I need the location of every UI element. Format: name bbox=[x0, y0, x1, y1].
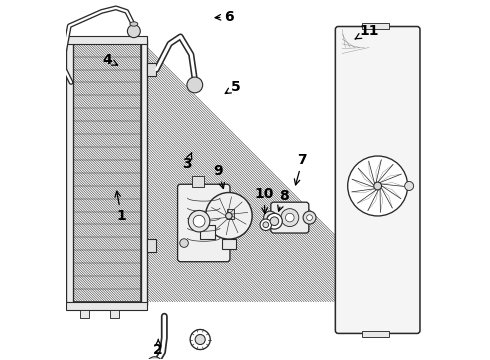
Text: 9: 9 bbox=[213, 164, 224, 189]
Bar bbox=[362, 330, 390, 337]
FancyBboxPatch shape bbox=[177, 184, 230, 262]
Circle shape bbox=[307, 215, 313, 220]
Circle shape bbox=[286, 213, 294, 222]
Text: 8: 8 bbox=[278, 189, 289, 211]
Circle shape bbox=[225, 212, 232, 219]
Circle shape bbox=[206, 193, 252, 239]
Text: 2: 2 bbox=[153, 339, 163, 357]
Text: 1: 1 bbox=[115, 191, 126, 223]
Bar bbox=[67, 302, 147, 310]
Circle shape bbox=[180, 239, 188, 247]
Circle shape bbox=[374, 182, 382, 190]
FancyBboxPatch shape bbox=[271, 202, 309, 233]
Circle shape bbox=[405, 181, 414, 190]
Bar bbox=[227, 209, 234, 219]
Circle shape bbox=[270, 217, 279, 225]
Bar bbox=[80, 310, 89, 318]
Text: 10: 10 bbox=[254, 187, 274, 213]
Circle shape bbox=[260, 219, 271, 230]
Circle shape bbox=[267, 215, 273, 220]
Circle shape bbox=[281, 209, 299, 226]
Text: 4: 4 bbox=[102, 53, 118, 67]
Bar bbox=[221, 239, 236, 249]
Text: 5: 5 bbox=[225, 80, 241, 94]
Circle shape bbox=[193, 215, 205, 227]
Circle shape bbox=[263, 222, 269, 228]
Circle shape bbox=[188, 211, 210, 232]
Bar bbox=[192, 176, 204, 187]
Ellipse shape bbox=[130, 22, 138, 26]
FancyBboxPatch shape bbox=[335, 27, 420, 333]
Text: 11: 11 bbox=[355, 24, 378, 39]
Bar bbox=[73, 44, 141, 302]
Text: 7: 7 bbox=[294, 153, 307, 185]
Bar bbox=[200, 225, 215, 239]
Bar bbox=[67, 36, 147, 44]
Circle shape bbox=[267, 213, 282, 229]
Circle shape bbox=[195, 334, 205, 345]
Circle shape bbox=[264, 211, 276, 224]
Bar bbox=[67, 40, 73, 305]
Text: 6: 6 bbox=[215, 10, 234, 24]
Circle shape bbox=[147, 357, 163, 360]
Circle shape bbox=[187, 77, 203, 93]
Circle shape bbox=[190, 329, 210, 350]
Bar bbox=[147, 239, 156, 252]
Bar bbox=[141, 40, 147, 305]
Text: 3: 3 bbox=[182, 153, 192, 171]
Bar bbox=[110, 310, 120, 318]
Bar bbox=[362, 23, 390, 30]
Circle shape bbox=[348, 156, 408, 216]
Circle shape bbox=[127, 25, 140, 38]
Bar bbox=[147, 63, 156, 76]
Circle shape bbox=[303, 211, 316, 224]
